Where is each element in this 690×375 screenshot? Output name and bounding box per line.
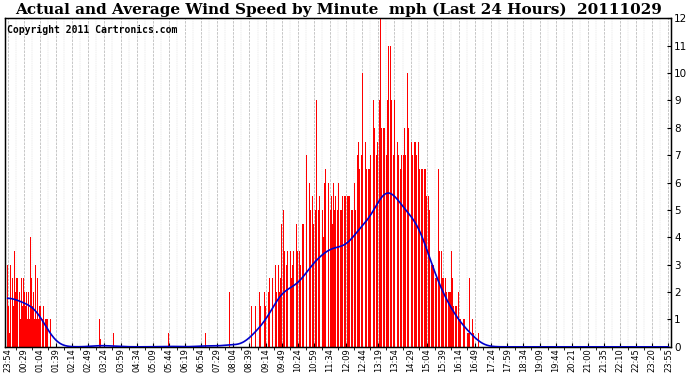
Text: Copyright 2011 Cartronics.com: Copyright 2011 Cartronics.com [7,25,177,35]
Title: Actual and Average Wind Speed by Minute  mph (Last 24 Hours)  20111029: Actual and Average Wind Speed by Minute … [15,3,662,17]
